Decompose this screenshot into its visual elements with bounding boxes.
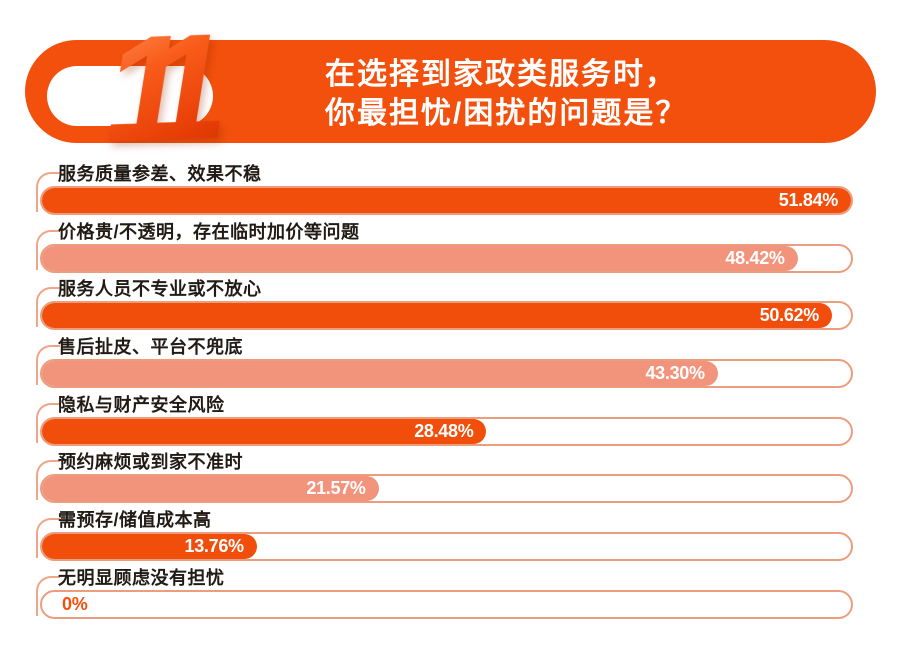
bar-label: 隐私与财产安全风险 [58,394,225,415]
number-ring [47,66,213,126]
question-title-line2: 你最担忧/困扰的问题是？ [325,97,688,130]
row-bracket-decoration [36,460,60,501]
bar-value-label: 50.62% [759,305,820,326]
row-bracket-decoration [36,518,60,559]
bar-chart: 服务质量参差、效果不稳 51.84% 价格贵/不透明，存在临时加价等问题 48.42%… [36,163,853,625]
row-bracket-decoration [36,287,60,328]
bar-row: 隐私与财产安全风险 28.48% [36,394,853,452]
bar-track: 50.62% [40,301,853,331]
bar-value-label: 21.57% [306,478,366,499]
question-title-line1: 在选择到家政类服务时， [325,58,677,91]
bar-row: 预约麻烦或到家不准时 21.57% [36,451,853,509]
row-bracket-decoration [36,402,60,443]
bar-fill: 50.62% [42,303,832,329]
bar-label: 需预存/储值成本高 [58,510,212,531]
bar-label: 服务人员不专业或不放心 [58,279,262,300]
bar-label: 售后扯皮、平台不兜底 [58,337,243,358]
bar-value-label: 0% [62,593,88,614]
bar-value-label: 48.42% [725,247,785,268]
bar-track: 28.48% [40,416,853,446]
bar-label: 服务质量参差、效果不稳 [58,164,262,184]
bar-fill: 51.84% [42,188,851,213]
bar-label: 价格贵/不透明，存在临时加价等问题 [58,221,360,242]
bar-row: 售后扯皮、平台不兜底 43.30% [36,336,853,394]
bar-label: 无明显顾虑没有担忧 [58,567,225,588]
bar-label: 预约麻烦或到家不准时 [58,452,243,473]
bar-track: 13.76% [40,532,853,562]
bar-track: 43.30% [40,359,853,389]
row-bracket-decoration [36,229,60,270]
bar-track: 48.42% [40,243,853,273]
bar-fill: 43.30% [42,361,718,387]
question-number-balloon: 11 [60,2,237,173]
bar-value-label: 51.84% [778,190,839,210]
bar-row: 服务质量参差、效果不稳 51.84% [36,163,853,221]
bar-fill: 48.42% [42,245,798,271]
bar-row: 无明显顾虑没有担忧 0% [36,567,853,625]
row-bracket-decoration [36,575,60,616]
bar-value-label: 43.30% [645,363,705,384]
bar-fill: 28.48% [42,418,487,444]
bar-value-label: 28.48% [414,420,474,441]
bar-track: 51.84% [40,186,853,215]
question-banner: 11 在选择到家政类服务时， 你最担忧/困扰的问题是？ [25,2,876,174]
bar-value-label: 13.76% [184,536,244,557]
bar-track: 0% [40,589,853,619]
row-bracket-decoration [36,172,60,212]
bar-row: 服务人员不专业或不放心 50.62% [36,278,853,336]
bar-track: 21.57% [40,474,853,504]
bar-fill: 21.57% [42,476,379,502]
bar-fill: 13.76% [42,534,257,560]
row-bracket-decoration [36,345,60,386]
question-title: 在选择到家政类服务时， 你最担忧/困扰的问题是？ [325,55,687,133]
bar-row: 价格贵/不透明，存在临时加价等问题 48.42% [36,221,853,279]
bar-row: 需预存/储值成本高 13.76% [36,509,853,567]
